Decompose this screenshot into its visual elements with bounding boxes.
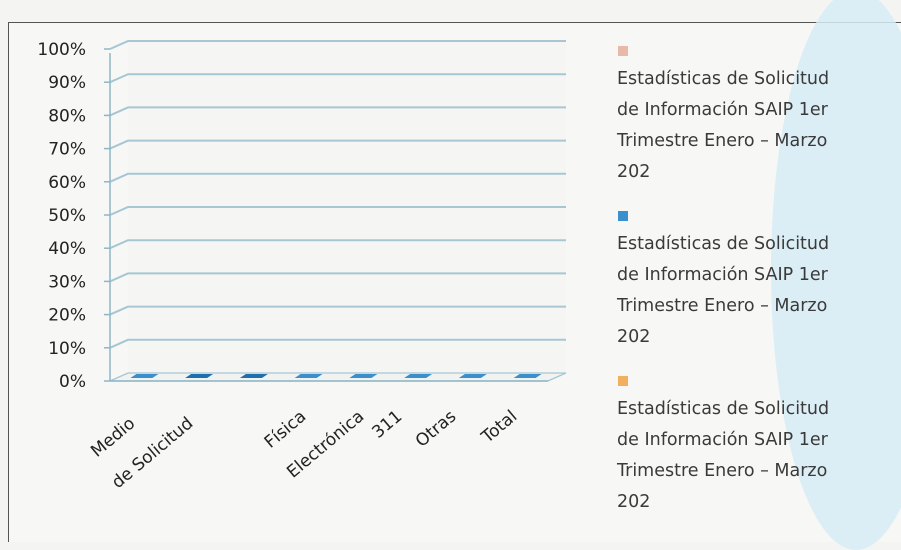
y-tick-label: 50% bbox=[48, 206, 86, 226]
x-tick-label: Otras bbox=[412, 406, 460, 451]
gridline bbox=[109, 272, 566, 283]
bar bbox=[239, 374, 268, 378]
legend-label-1-line-1: Estadísticas de Solicitud bbox=[617, 69, 830, 89]
y-tick-label: 40% bbox=[48, 239, 86, 259]
legend-label-1-line-4: 202 bbox=[617, 162, 651, 182]
bar bbox=[294, 374, 323, 378]
bar bbox=[404, 374, 433, 378]
x-tick-label: Medio bbox=[87, 414, 139, 462]
gridline bbox=[109, 338, 566, 349]
y-tick-label: 100% bbox=[37, 40, 86, 60]
background-decoration bbox=[771, 0, 901, 550]
bar bbox=[185, 374, 214, 378]
legend-label-1-line-2: de Información SAIP 1er bbox=[617, 100, 828, 120]
legend-swatch-1 bbox=[618, 46, 628, 56]
y-tick-label: 80% bbox=[48, 106, 86, 126]
bar bbox=[458, 374, 487, 378]
plot-floor bbox=[109, 372, 567, 382]
y-tick-label: 10% bbox=[48, 339, 86, 359]
x-tick-label: Física bbox=[261, 407, 311, 453]
gridline bbox=[109, 106, 566, 117]
legend-swatch-2 bbox=[618, 211, 628, 221]
legend-label-3: Estadísticas de Solicitud de Información… bbox=[617, 394, 897, 518]
legend-label-1: Estadísticas de Solicitud de Información… bbox=[617, 64, 897, 188]
legend-label-1-line-3: Trimestre Enero – Marzo bbox=[617, 131, 828, 151]
gridline bbox=[109, 305, 566, 316]
gridline bbox=[109, 139, 566, 150]
gridline bbox=[109, 73, 566, 84]
legend-label-3-line-2: de Información SAIP 1er bbox=[617, 430, 828, 450]
y-tick-label: 20% bbox=[48, 306, 86, 326]
legend-label-2-line-2: de Información SAIP 1er bbox=[617, 265, 828, 285]
legend-entry-3: Estadísticas de Solicitud de Información… bbox=[617, 376, 897, 518]
legend-entry-1: Estadísticas de Solicitud de Información… bbox=[617, 46, 897, 188]
gridline bbox=[109, 172, 566, 183]
legend-label-3-line-3: Trimestre Enero – Marzo bbox=[617, 461, 828, 481]
y-tick-label: 90% bbox=[48, 73, 86, 93]
bar bbox=[349, 374, 378, 378]
gridline bbox=[109, 40, 566, 50]
gridline bbox=[109, 206, 566, 216]
legend-label-2-line-4: 202 bbox=[617, 327, 651, 347]
x-tick-label: 311 bbox=[368, 407, 406, 443]
legend-label-2-line-1: Estadísticas de Solicitud bbox=[617, 234, 830, 254]
y-tick-label: 30% bbox=[48, 272, 86, 292]
gridline bbox=[109, 239, 566, 250]
y-tick-label: 0% bbox=[59, 372, 86, 392]
legend-entry-2: Estadísticas de Solicitud de Información… bbox=[617, 211, 897, 353]
x-tick-label: Total bbox=[477, 407, 521, 448]
y-tick-label: 70% bbox=[48, 140, 86, 160]
legend-label-3-line-1: Estadísticas de Solicitud bbox=[617, 399, 830, 419]
bar bbox=[513, 374, 542, 378]
y-tick-label: 60% bbox=[48, 173, 86, 193]
legend-label-2: Estadísticas de Solicitud de Información… bbox=[617, 229, 897, 353]
legend-label-2-line-3: Trimestre Enero – Marzo bbox=[617, 296, 828, 316]
legend-swatch-3 bbox=[618, 376, 628, 386]
bar bbox=[130, 374, 159, 378]
legend-label-3-line-4: 202 bbox=[617, 492, 651, 512]
